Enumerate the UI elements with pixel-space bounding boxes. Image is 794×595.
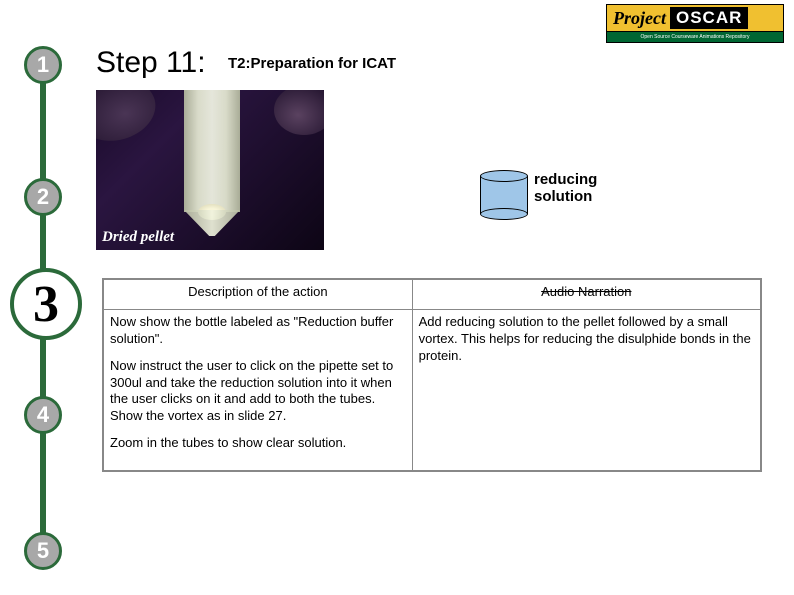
- description-para-1: Now show the bottle labeled as "Reductio…: [110, 314, 406, 348]
- step-circle-5: 5: [24, 532, 62, 570]
- logo-oscar-text: OSCAR: [670, 7, 748, 29]
- dried-pellet-photo: Dried pellet: [96, 90, 324, 250]
- logo-top-bar: Project OSCAR: [606, 4, 784, 32]
- description-para-3: Zoom in the tubes to show clear solution…: [110, 435, 406, 452]
- cylinder-bottom: [480, 208, 528, 220]
- step-number-2: 2: [37, 184, 49, 210]
- step-number-5: 5: [37, 538, 49, 564]
- tube-tip-shape: [184, 210, 240, 236]
- photo-caption: Dried pellet: [102, 229, 174, 246]
- step-circle-3-active: 3: [10, 268, 82, 340]
- logo-tagline: Open Source Courseware Animations Reposi…: [606, 32, 784, 43]
- step-subtitle: T2:Preparation for ICAT: [228, 55, 396, 72]
- table-header-description: Description of the action: [104, 280, 413, 310]
- step-circle-2: 2: [24, 178, 62, 216]
- tube-body-shape: [184, 90, 240, 212]
- description-para-2: Now instruct the user to click on the pi…: [110, 358, 406, 426]
- cylinder-label-line2: solution: [534, 189, 597, 206]
- reducing-solution-cylinder-icon: [480, 170, 528, 218]
- action-narration-table: Description of the action Audio Narratio…: [102, 278, 762, 472]
- finger-shape: [274, 90, 324, 135]
- project-oscar-logo: Project OSCAR Open Source Courseware Ani…: [606, 4, 784, 44]
- step-title: Step 11:: [96, 46, 206, 80]
- step-number-3: 3: [33, 275, 59, 334]
- cylinder-label-line1: reducing: [534, 172, 597, 189]
- step-circle-4: 4: [24, 396, 62, 434]
- cylinder-label: reducing solution: [534, 172, 597, 205]
- cylinder-top: [480, 170, 528, 182]
- step-number-4: 4: [37, 402, 49, 428]
- logo-project-text: Project: [613, 8, 666, 29]
- narration-cell: Add reducing solution to the pellet foll…: [412, 309, 760, 470]
- table-header-audio-narration: Audio Narration: [412, 280, 760, 310]
- description-cell: Now show the bottle labeled as "Reductio…: [104, 309, 413, 470]
- finger-shape: [96, 90, 162, 149]
- step-circle-1: 1: [24, 46, 62, 84]
- narration-para-1: Add reducing solution to the pellet foll…: [419, 314, 754, 365]
- step-number-1: 1: [37, 52, 49, 78]
